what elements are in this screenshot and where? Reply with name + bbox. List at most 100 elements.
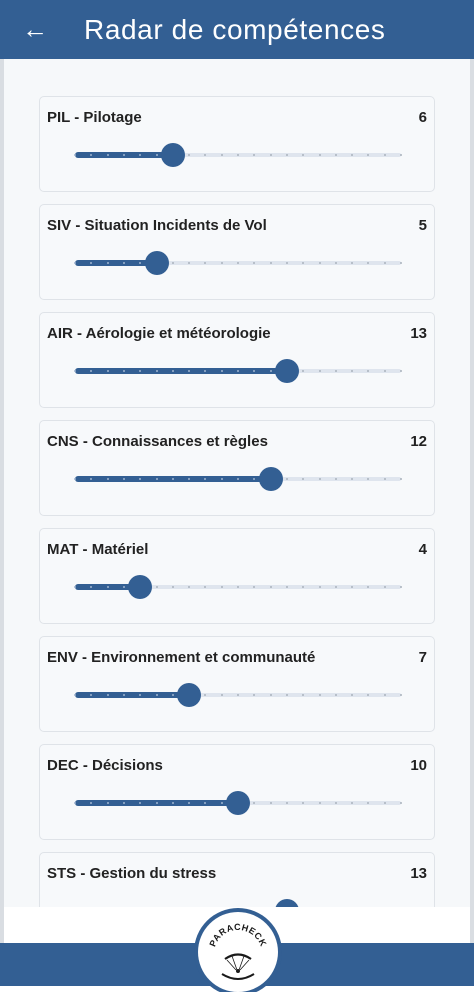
slider-thumb[interactable] (144, 251, 169, 275)
slider-tick (106, 802, 109, 804)
slider-tick (334, 478, 337, 480)
slider-ticks (74, 144, 402, 166)
slider-tick (188, 586, 191, 588)
slider-tick (351, 370, 354, 372)
slider-tick (318, 478, 321, 480)
slider-tick (302, 370, 305, 372)
slider-tick (171, 802, 174, 804)
slider-ticks (74, 684, 402, 706)
slider-tick (302, 586, 305, 588)
skill-label: DEC - Décisions (47, 757, 163, 774)
slider-tick (400, 262, 402, 264)
slider-tick (383, 586, 386, 588)
skill-card: STS - Gestion du stress 13 (39, 852, 435, 907)
page-title: Radar de compétences (84, 13, 386, 45)
paracheck-logo[interactable]: PARACHECK (198, 912, 278, 992)
slider-tick (155, 154, 158, 156)
slider-tick (106, 370, 109, 372)
slider-thumb[interactable] (128, 575, 153, 599)
skill-slider[interactable] (75, 899, 401, 907)
slider-tick (334, 262, 337, 264)
slider-tick (351, 262, 354, 264)
slider-thumb[interactable] (160, 143, 185, 167)
slider-tick (383, 370, 386, 372)
slider-tick (400, 586, 402, 588)
skills-list[interactable]: PIL - Pilotage 6 SIV - Situation Inciden… (4, 59, 470, 907)
skill-value: 10 (410, 757, 427, 774)
skill-slider[interactable] (74, 251, 402, 275)
skill-slider[interactable] (74, 575, 402, 599)
slider-tick (285, 802, 288, 804)
slider-ticks (74, 576, 402, 598)
skill-slider[interactable] (74, 359, 402, 383)
slider-tick (155, 694, 158, 696)
slider-tick (334, 694, 337, 696)
slider-thumb[interactable] (258, 467, 283, 491)
slider-active-track (75, 260, 157, 266)
slider-tick (237, 154, 239, 156)
slider-tick (351, 694, 354, 696)
skill-slider[interactable] (74, 467, 402, 491)
skill-value: 12 (410, 433, 427, 450)
slider-tick (318, 154, 321, 156)
slider-tick (155, 370, 158, 372)
slider-tick (171, 370, 174, 372)
svg-text:PARACHECK: PARACHECK (207, 922, 268, 948)
app-bar: ← Radar de compétences (0, 0, 474, 59)
slider-ticks (74, 792, 402, 814)
slider-tick (90, 586, 93, 588)
slider-tick (334, 586, 337, 588)
slider-tick (383, 154, 386, 156)
slider-thumb[interactable] (274, 899, 299, 907)
slider-tick (302, 694, 305, 696)
slider-tick (122, 802, 125, 804)
skill-slider[interactable] (74, 143, 402, 167)
slider-active-track (75, 692, 190, 698)
slider-tick (220, 370, 223, 372)
slider-tick (383, 478, 386, 480)
slider-tick (237, 586, 239, 588)
skill-card: DEC - Décisions 10 (39, 744, 435, 840)
skill-label: CNS - Connaissances et règles (47, 433, 268, 450)
slider-thumb[interactable] (177, 683, 202, 707)
slider-tick (139, 370, 142, 372)
slider-tick (351, 154, 354, 156)
slider-tick (122, 262, 125, 264)
slider-tick (122, 694, 125, 696)
slider-tick (204, 262, 207, 264)
skill-label: AIR - Aérologie et météorologie (47, 325, 271, 342)
right-edge (470, 59, 474, 943)
slider-tick (400, 694, 402, 696)
slider-tick (204, 586, 207, 588)
slider-tick (204, 154, 207, 156)
slider-thumb[interactable] (226, 791, 250, 815)
slider-ticks (75, 900, 401, 907)
slider-tick (318, 262, 321, 264)
skill-value: 13 (410, 325, 427, 342)
slider-tick (253, 802, 256, 804)
back-button[interactable]: ← (0, 0, 70, 59)
slider-tick (285, 694, 288, 696)
slider-tick (383, 802, 386, 804)
slider-tick (269, 154, 272, 156)
slider-thumb[interactable] (274, 359, 299, 383)
skill-card: MAT - Matériel 4 (39, 528, 435, 624)
skill-slider[interactable] (74, 791, 402, 815)
slider-tick (90, 262, 93, 264)
slider-tick (318, 694, 321, 696)
slider-tick (90, 802, 93, 804)
slider-tick (318, 586, 321, 588)
slider-tick (220, 154, 223, 156)
slider-tick (188, 262, 191, 264)
slider-tick (285, 154, 288, 156)
slider-tick (204, 694, 207, 696)
slider-tick (351, 586, 354, 588)
slider-tick (220, 694, 223, 696)
slider-tick (253, 370, 256, 372)
slider-tick (302, 802, 305, 804)
slider-tick (367, 478, 370, 480)
slider-tick (188, 478, 191, 480)
skill-value: 6 (418, 109, 427, 126)
skill-slider[interactable] (74, 683, 402, 707)
slider-tick (253, 586, 256, 588)
